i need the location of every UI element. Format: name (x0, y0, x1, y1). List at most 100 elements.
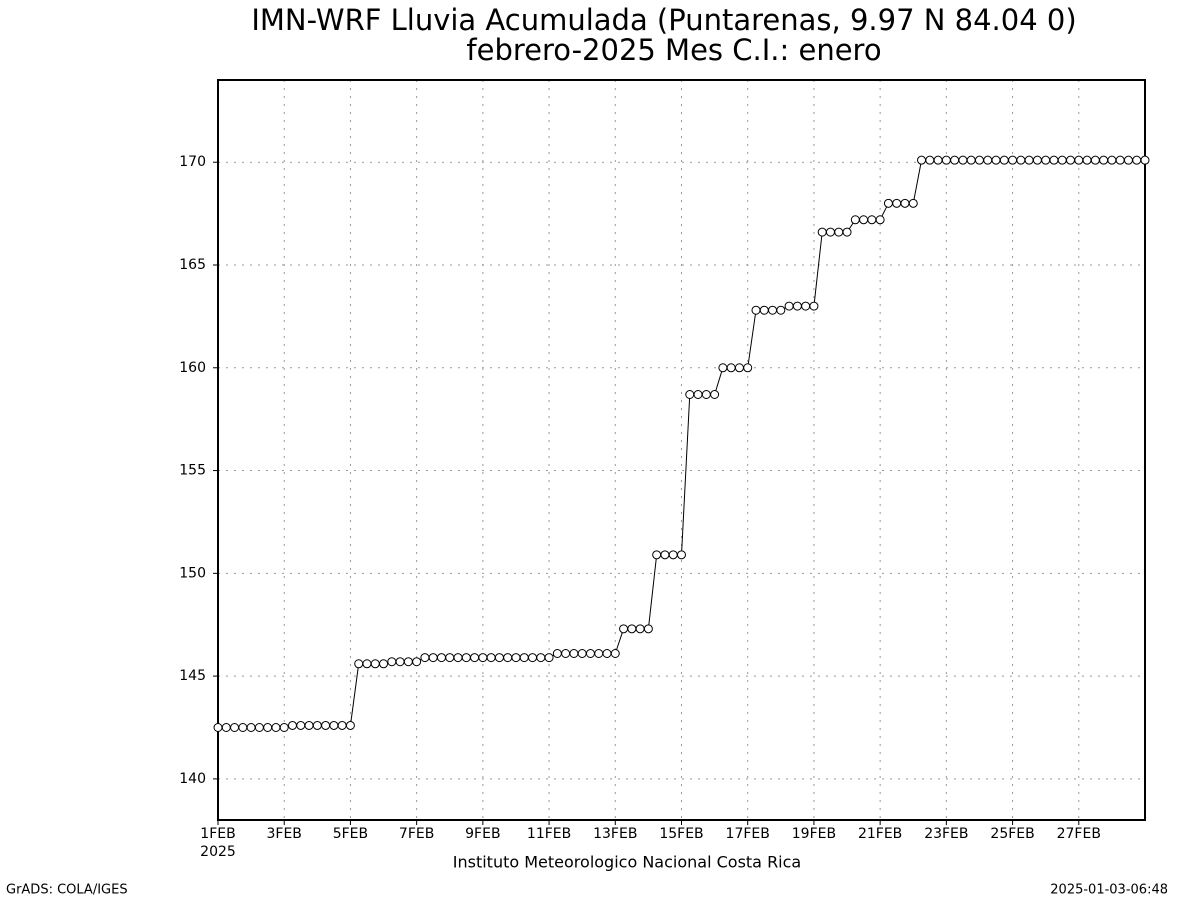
data-point (345, 720, 355, 730)
data-point (494, 653, 504, 663)
data-point (792, 301, 802, 311)
data-point (627, 624, 637, 634)
data-point (801, 301, 811, 311)
data-point (619, 624, 629, 634)
data-point (263, 723, 273, 732)
data-point (536, 653, 546, 663)
x-sublabel: 2025 (200, 844, 236, 860)
data-point (751, 305, 761, 315)
data-point (660, 550, 670, 560)
data-point (809, 301, 819, 311)
data-point (974, 155, 984, 165)
x-tick-label: 7FEB (399, 826, 434, 842)
data-point (519, 653, 529, 663)
data-point (834, 227, 844, 237)
data-point (842, 227, 852, 237)
x-tick-label: 1FEB (200, 826, 235, 842)
data-point (279, 723, 289, 732)
data-point (867, 215, 877, 225)
data-point (635, 624, 645, 634)
data-point (321, 720, 331, 730)
data-point (1140, 155, 1150, 165)
data-point (1090, 155, 1100, 165)
data-point (1008, 155, 1018, 165)
data-point (999, 155, 1009, 165)
data-point (511, 653, 521, 663)
data-point (1057, 155, 1067, 165)
data-point (403, 657, 413, 667)
data-point (1099, 155, 1109, 165)
data-point (743, 363, 753, 373)
footer-right: 2025-01-03-06:48 (1050, 883, 1168, 898)
data-point (379, 659, 389, 669)
x-tick-label: 5FEB (333, 826, 368, 842)
data-point (387, 657, 397, 667)
data-point (1024, 155, 1034, 165)
data-point (859, 215, 869, 225)
data-point (701, 390, 711, 399)
data-point (486, 653, 496, 663)
data-point (569, 649, 579, 658)
x-tick-label: 27FEB (1057, 826, 1101, 842)
plot-frame (217, 79, 1146, 821)
data-point (1032, 155, 1042, 165)
x-axis-label: Instituto Meteorologico Nacional Costa R… (453, 853, 801, 872)
data-point (1082, 155, 1092, 165)
data-point (883, 198, 893, 208)
data-point (759, 305, 769, 315)
data-point (718, 363, 728, 373)
data-point (287, 720, 297, 730)
data-point (461, 653, 471, 663)
data-point (710, 390, 720, 399)
x-tick-label: 21FEB (858, 826, 902, 842)
data-point (1066, 155, 1076, 165)
data-point (966, 155, 976, 165)
data-point (643, 624, 653, 634)
data-point (354, 659, 364, 669)
data-point (693, 390, 703, 399)
data-point (817, 227, 827, 237)
x-tick-label: 23FEB (924, 826, 968, 842)
data-line (218, 159, 1145, 728)
data-point (685, 390, 695, 399)
data-point (892, 198, 902, 208)
data-point (726, 363, 736, 373)
data-point (652, 550, 662, 560)
data-point (776, 305, 786, 315)
data-point (478, 653, 488, 663)
data-point (544, 653, 554, 663)
x-tick-label: 19FEB (792, 826, 836, 842)
data-point (734, 363, 744, 373)
data-point (594, 649, 604, 658)
x-tick-label: 15FEB (659, 826, 703, 842)
data-point (1115, 155, 1125, 165)
y-tick-label: 170 (179, 154, 206, 170)
data-point (370, 659, 380, 669)
data-point (602, 649, 612, 658)
x-tick-label: 9FEB (465, 826, 500, 842)
x-tick-label: 13FEB (593, 826, 637, 842)
data-point (900, 198, 910, 208)
data-point (453, 653, 463, 663)
footer-left: GrADS: COLA/IGES (6, 883, 128, 898)
data-point (304, 720, 314, 730)
data-point (420, 653, 430, 663)
data-point (296, 720, 306, 730)
data-point (238, 723, 248, 732)
y-tick-label: 155 (179, 463, 206, 479)
data-point (1049, 155, 1059, 165)
y-tick-label: 150 (179, 565, 206, 581)
x-tick-label: 17FEB (726, 826, 770, 842)
data-point (561, 649, 571, 658)
data-point (362, 659, 372, 669)
data-point (668, 550, 678, 560)
data-point (395, 657, 405, 667)
y-tick-label: 160 (179, 360, 206, 376)
x-tick-label: 25FEB (990, 826, 1034, 842)
data-point (1107, 155, 1117, 165)
data-point (941, 155, 951, 165)
data-point (825, 227, 835, 237)
data-point (768, 305, 778, 315)
data-point (470, 653, 480, 663)
data-point (1132, 155, 1142, 165)
